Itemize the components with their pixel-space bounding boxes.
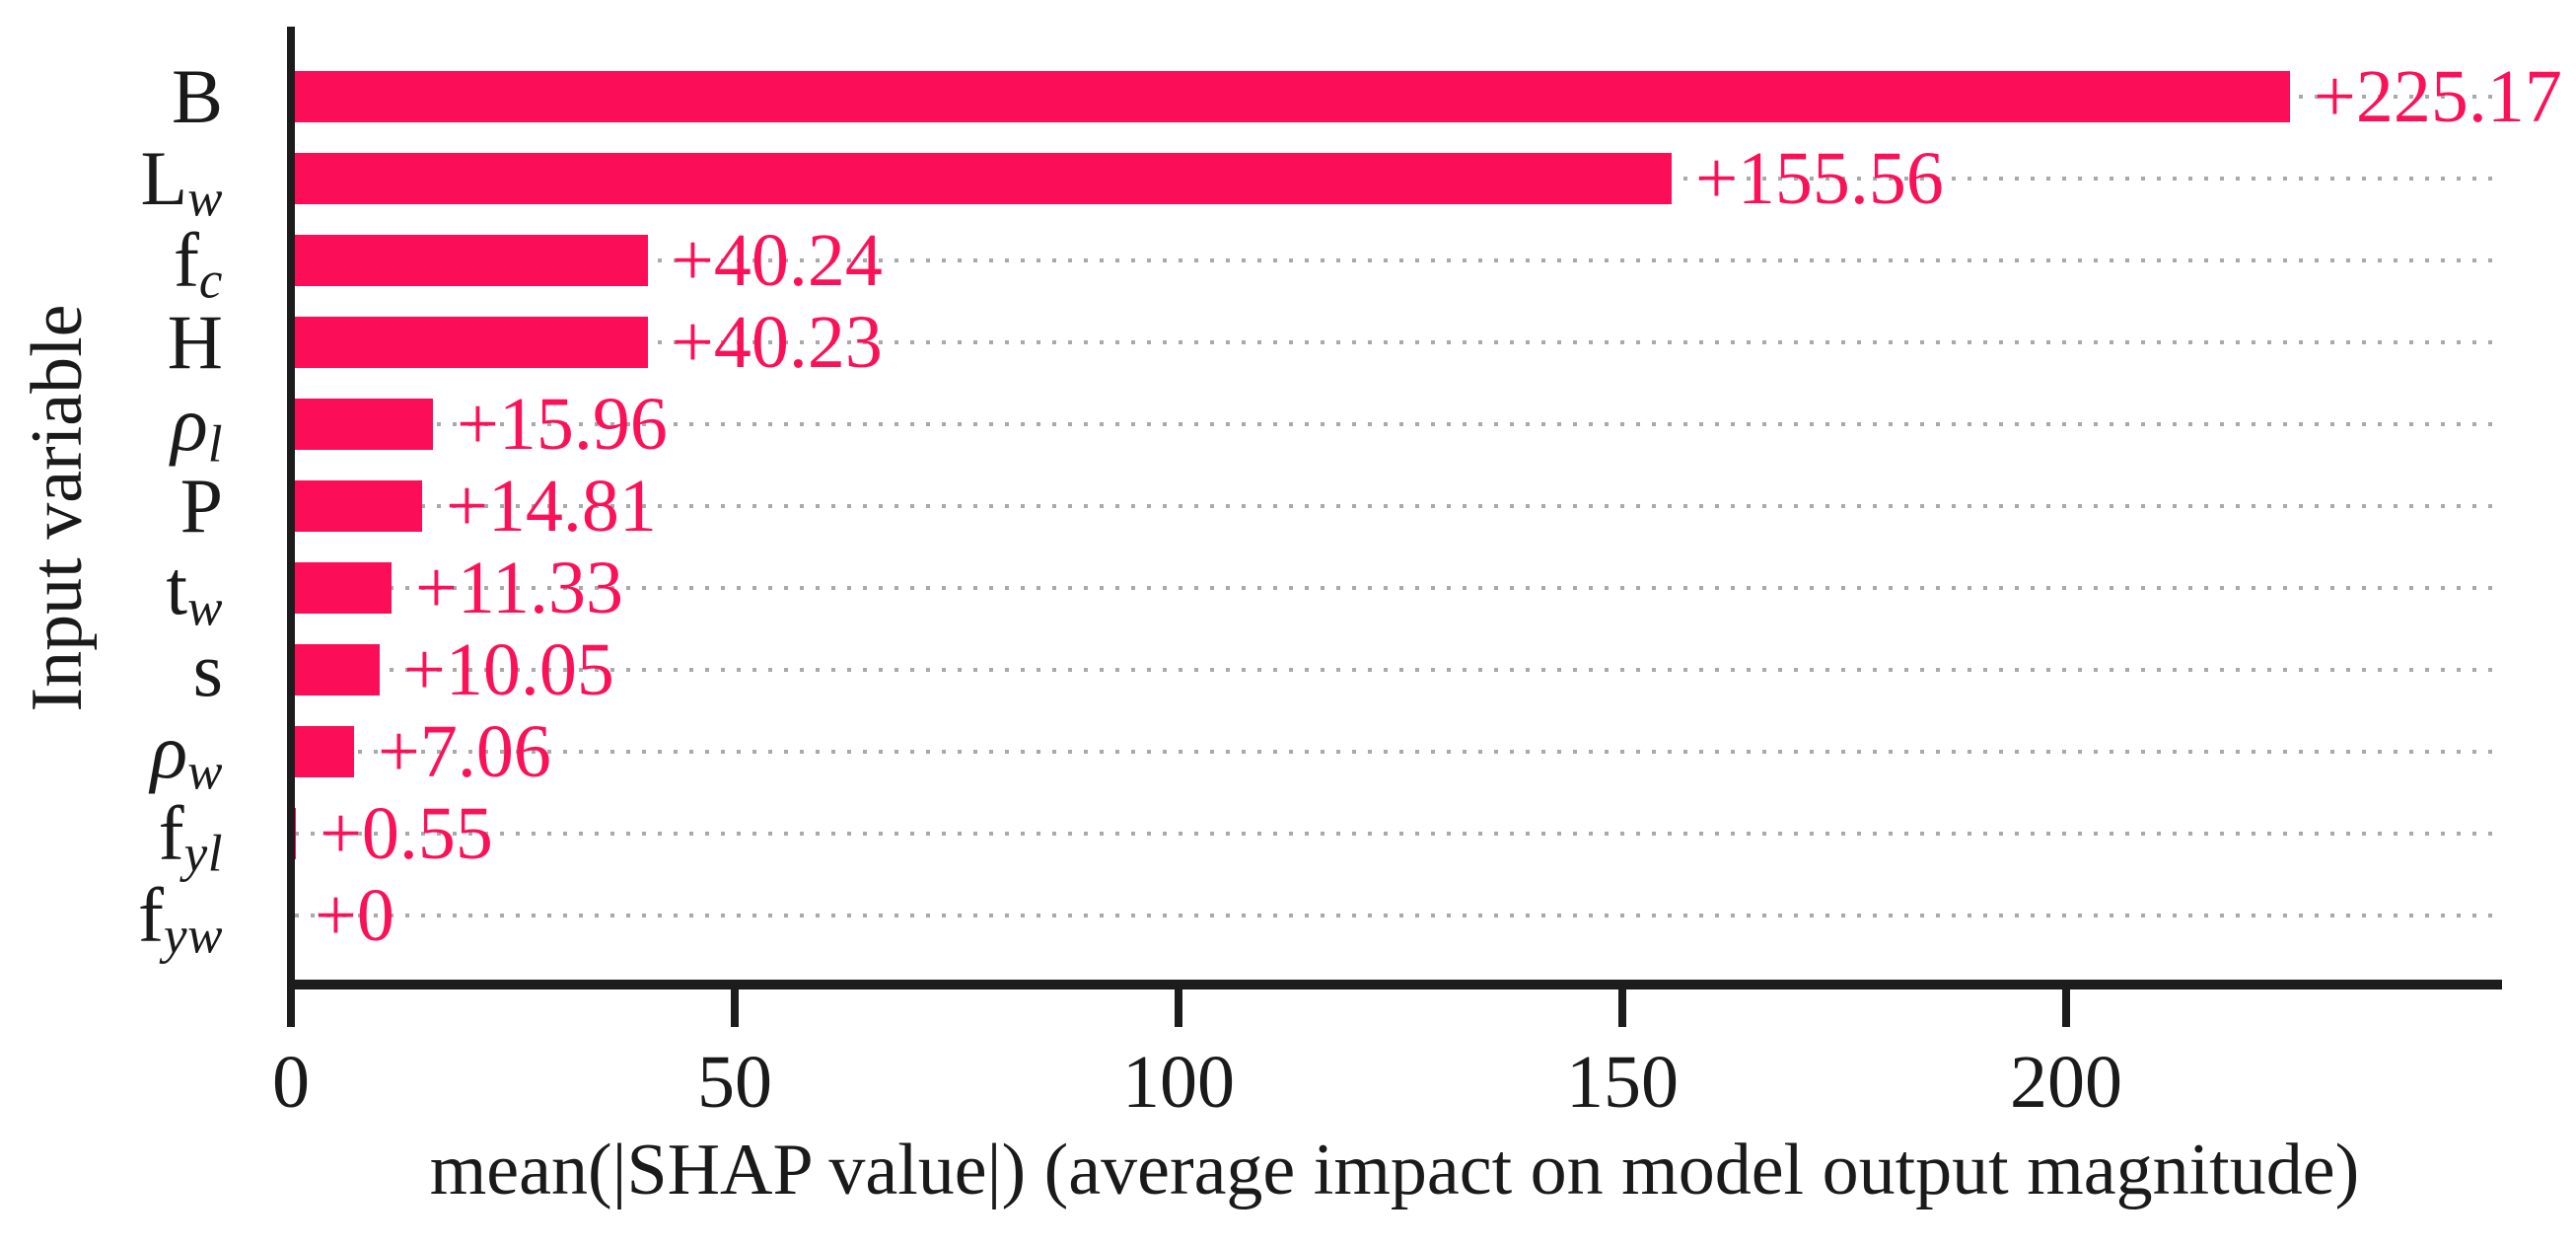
bar — [291, 561, 392, 614]
feature-label: fc — [0, 205, 223, 316]
feature-label: B — [0, 41, 223, 152]
x-tick-label: 50 — [697, 1041, 772, 1124]
bar — [291, 70, 2290, 122]
feature-label-subscript: w — [187, 170, 223, 228]
row-gridline — [295, 585, 2502, 590]
x-tick-label: 150 — [1566, 1041, 1679, 1124]
bar-value-label: +225.17 — [2314, 54, 2562, 138]
bar-value-label: +155.56 — [1695, 136, 1944, 220]
x-tick-mark — [731, 989, 739, 1027]
feature-label: fyl — [0, 778, 223, 889]
bar — [291, 398, 433, 450]
x-tick-label: 100 — [1122, 1041, 1235, 1124]
x-tick-mark — [1175, 989, 1182, 1027]
bar-value-label: +40.24 — [672, 218, 883, 302]
row-gridline — [295, 503, 2502, 508]
bar — [291, 316, 648, 368]
x-tick-mark — [2062, 989, 2070, 1027]
row-gridline — [295, 257, 2502, 262]
row-gridline — [295, 667, 2502, 672]
feature-label-subscript: yw — [164, 907, 223, 965]
feature-label-main: f — [173, 216, 199, 303]
bar — [291, 152, 1672, 204]
bar-value-label: +0 — [315, 873, 394, 957]
feature-label-subscript: c — [198, 252, 223, 310]
bar-value-label: +40.23 — [672, 300, 883, 384]
feature-label-subscript: w — [187, 743, 223, 801]
feature-label-subscript: l — [207, 415, 223, 474]
x-tick-label: 0 — [272, 1041, 310, 1124]
bar — [291, 643, 380, 696]
feature-label-main: P — [179, 462, 223, 549]
x-tick-label: 200 — [2010, 1041, 2122, 1124]
feature-label: ρw — [0, 696, 223, 807]
bar — [291, 725, 354, 777]
feature-label-main: ρ — [171, 380, 208, 467]
feature-label: s — [0, 615, 223, 725]
feature-label-main: t — [166, 544, 188, 630]
feature-label: Lw — [0, 123, 223, 234]
feature-label: ρl — [0, 369, 223, 479]
bar-value-label: +10.05 — [403, 627, 614, 711]
row-gridline — [295, 421, 2502, 426]
feature-label-main: f — [158, 789, 184, 876]
bar-value-label: +7.06 — [378, 709, 551, 793]
x-tick-mark — [1618, 989, 1626, 1027]
bar-value-label: +15.96 — [457, 382, 668, 466]
feature-label-main: B — [171, 52, 223, 139]
x-axis-line — [287, 980, 2502, 989]
feature-label-subscript: yl — [183, 825, 223, 883]
bar-value-label: +0.55 — [320, 791, 493, 875]
bar — [291, 234, 648, 286]
feature-label-main: ρ — [150, 707, 188, 794]
bar-value-label: +14.81 — [446, 464, 657, 548]
feature-label-main: s — [192, 625, 223, 712]
row-gridline — [295, 749, 2502, 754]
x-axis-title: mean(|SHAP value|) (average impact on mo… — [429, 1130, 2360, 1210]
feature-label: fyw — [0, 860, 223, 971]
bar-value-label: +11.33 — [415, 546, 624, 629]
feature-label: P — [0, 451, 223, 561]
feature-label: tw — [0, 533, 223, 643]
row-gridline — [295, 831, 2502, 836]
feature-label-main: L — [140, 134, 188, 221]
feature-label-subscript: w — [187, 579, 223, 637]
row-gridline — [295, 913, 2502, 917]
row-gridline — [295, 339, 2502, 344]
feature-label-main: H — [167, 298, 223, 385]
y-axis-line — [287, 27, 295, 989]
bar — [291, 479, 422, 532]
x-tick-mark — [287, 989, 295, 1027]
feature-label-main: f — [138, 871, 165, 958]
feature-label: H — [0, 287, 223, 398]
